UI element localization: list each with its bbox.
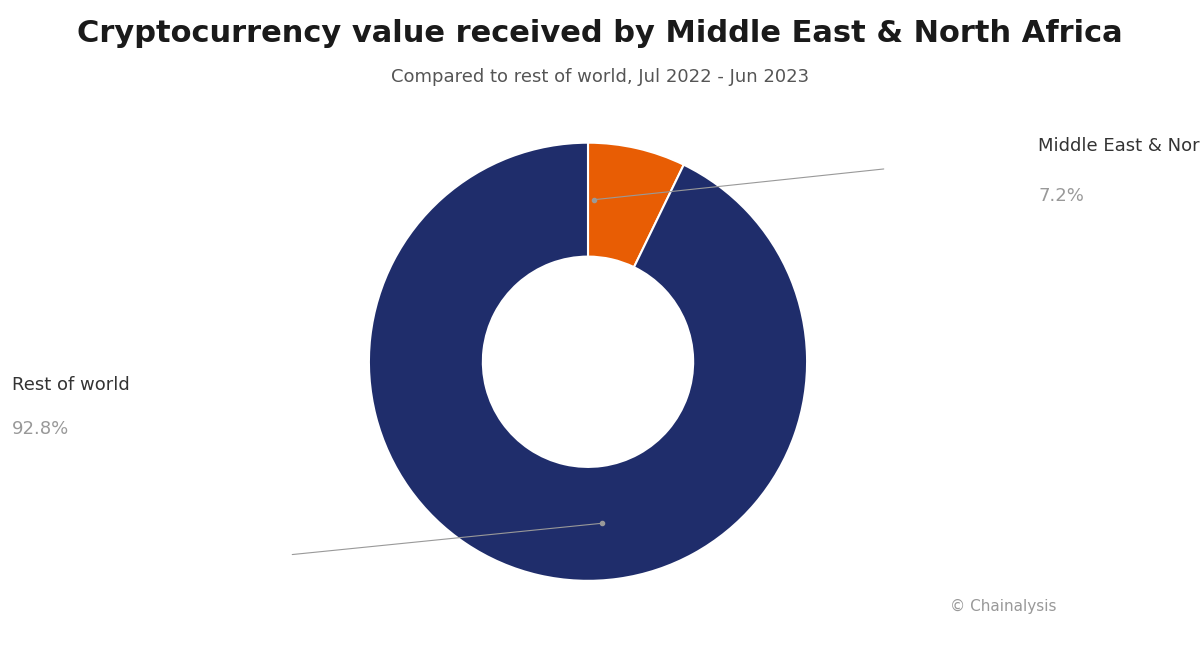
Text: Middle East & North Africa: Middle East & North Africa (1038, 137, 1200, 155)
Text: © Chainalysis: © Chainalysis (949, 599, 1056, 614)
Text: Compared to rest of world, Jul 2022 - Jun 2023: Compared to rest of world, Jul 2022 - Ju… (391, 68, 809, 86)
Wedge shape (368, 143, 808, 581)
Text: 7.2%: 7.2% (1038, 187, 1084, 205)
Text: 92.8%: 92.8% (12, 420, 70, 438)
Wedge shape (588, 143, 684, 267)
Text: Rest of world: Rest of world (12, 376, 130, 394)
Text: Cryptocurrency value received by Middle East & North Africa: Cryptocurrency value received by Middle … (77, 19, 1123, 48)
